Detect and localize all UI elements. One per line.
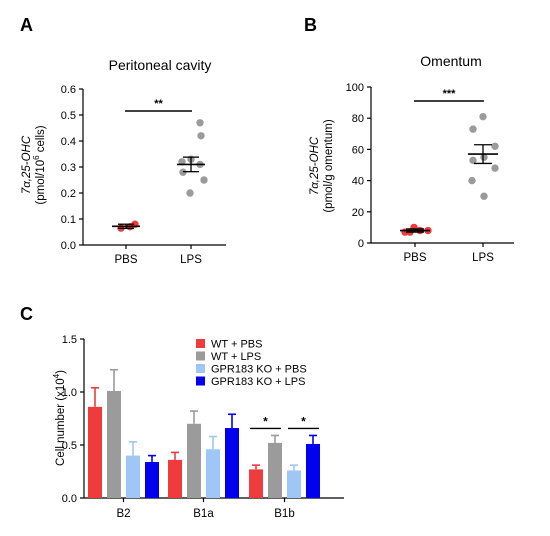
- chart-c-x-tick-label: B1a: [193, 508, 214, 520]
- chart-a-x-tick-label: PBS: [114, 254, 137, 266]
- chart-b-y-tick-label: 80: [352, 113, 364, 125]
- chart-a-title: Peritoneal cavity: [109, 57, 212, 73]
- chart-a: 0.0 0.1 0.2 0.3 0.4 0.5 0.6 PBS LPS **: [61, 84, 226, 266]
- chart-b: 0 20 40 60 80 100 PBS LPS ***: [346, 82, 514, 264]
- chart-b-y-tick-label: 0: [358, 238, 364, 250]
- chart-b-data-point: [491, 164, 499, 172]
- chart-c-bar: [306, 443, 320, 498]
- chart-c-legend-swatch: [196, 351, 205, 361]
- chart-c-y-tick-label: 0.0: [62, 493, 77, 505]
- chart-c-x-tick-label: B2: [116, 508, 130, 520]
- chart-b-data-point: [468, 176, 476, 185]
- chart-c-legend-swatch: [196, 376, 205, 386]
- chart-b-significance-label: ***: [443, 88, 457, 100]
- chart-b-x-tick-label: PBS: [403, 252, 426, 264]
- chart-c-legend-swatch: [196, 339, 205, 348]
- chart-c-bar: [107, 390, 121, 498]
- chart-a-y-tick-label: 0.4: [61, 136, 76, 148]
- chart-a-data-point: [186, 189, 194, 197]
- chart-b-y-tick-label: 60: [352, 144, 364, 156]
- chart-b-data-point: [480, 153, 488, 161]
- chart-c-bar: [126, 455, 140, 498]
- chart-c-ylabel-sup: 4: [52, 373, 61, 378]
- chart-c-significance-label: *: [263, 414, 268, 428]
- chart-b-y-tick-label: 100: [346, 82, 364, 94]
- chart-c-legend-label: WT + PBS: [211, 339, 262, 351]
- chart-a-ylabel-line1: 7α,25-OHC: [21, 135, 33, 194]
- chart-c-bar: [206, 449, 220, 498]
- chart-c-legend-label: GPR183 KO + PBS: [211, 364, 307, 376]
- chart-c-bar: [287, 470, 301, 498]
- chart-c-significance-label: *: [301, 414, 306, 428]
- panel-letter-a: A: [20, 15, 33, 35]
- chart-b-x-tick-label: LPS: [472, 252, 494, 264]
- chart-a-data-point: [196, 119, 204, 127]
- chart-a-y-tick-label: 0.1: [61, 214, 76, 226]
- panel-letter-c: C: [20, 304, 33, 324]
- chart-c-y-tick-label: 1.0: [62, 387, 77, 399]
- chart-b-data-point: [469, 156, 477, 165]
- chart-a-data-point: [200, 176, 208, 184]
- chart-c-bar: [249, 469, 263, 498]
- chart-a-significance-label: **: [154, 98, 163, 110]
- chart-a-ylabel-pre: (pmol/10: [35, 160, 47, 205]
- chart-a-y-tick-label: 0.6: [61, 84, 76, 96]
- panel-letter-b: B: [304, 15, 317, 35]
- chart-c-x-tick-label: B1b: [274, 508, 294, 520]
- chart-c-legend-swatch: [196, 364, 205, 373]
- chart-c-y-tick-label: 1.5: [62, 334, 77, 346]
- chart-a-data-point: [197, 132, 205, 140]
- chart-c-ylabel: Cell number (x104): [52, 370, 67, 466]
- chart-c-bar: [187, 423, 201, 498]
- chart-c-bar: [88, 406, 102, 498]
- chart-b-ylabel-line1: 7α,25-OHC: [309, 136, 321, 195]
- chart-b-data-point: [480, 192, 488, 200]
- chart-b-data-point: [479, 112, 487, 121]
- chart-a-x-tick-label: LPS: [180, 254, 202, 266]
- chart-a-y-tick-label: 0.5: [61, 110, 76, 122]
- chart-c-bar: [268, 442, 282, 498]
- chart-b-data-point: [469, 125, 477, 133]
- chart-c-legend-label: WT + LPS: [211, 351, 261, 363]
- chart-c-bar: [168, 459, 182, 498]
- chart-b-y-tick-label: 20: [352, 207, 364, 219]
- chart-a-y-tick-label: 0.3: [61, 162, 76, 174]
- chart-b-y-tick-label: 40: [352, 176, 364, 188]
- chart-c-ylabel-pre: Cell number (x10: [55, 378, 67, 466]
- chart-c-ylabel-post: ): [55, 370, 67, 374]
- chart-a-y-tick-label: 0.0: [61, 240, 76, 252]
- chart-b-data-point: [491, 142, 499, 150]
- chart-a-y-tick-label: 0.2: [61, 188, 76, 200]
- chart-a-ylabel-post: cells): [35, 125, 47, 155]
- chart-a-ylabel-line2: (pmol/106 cells): [32, 125, 47, 204]
- chart-c-legend-label: GPR183 KO + LPS: [211, 376, 305, 388]
- chart-c-bar: [145, 461, 159, 498]
- chart-a-ylabel-sup: 6: [32, 155, 41, 160]
- chart-c-y-tick-label: 0.5: [62, 440, 77, 452]
- chart-b-title: Omentum: [420, 53, 481, 69]
- chart-c-bar: [225, 428, 239, 498]
- chart-b-ylabel-line2: (pmol/g omentum): [323, 119, 335, 212]
